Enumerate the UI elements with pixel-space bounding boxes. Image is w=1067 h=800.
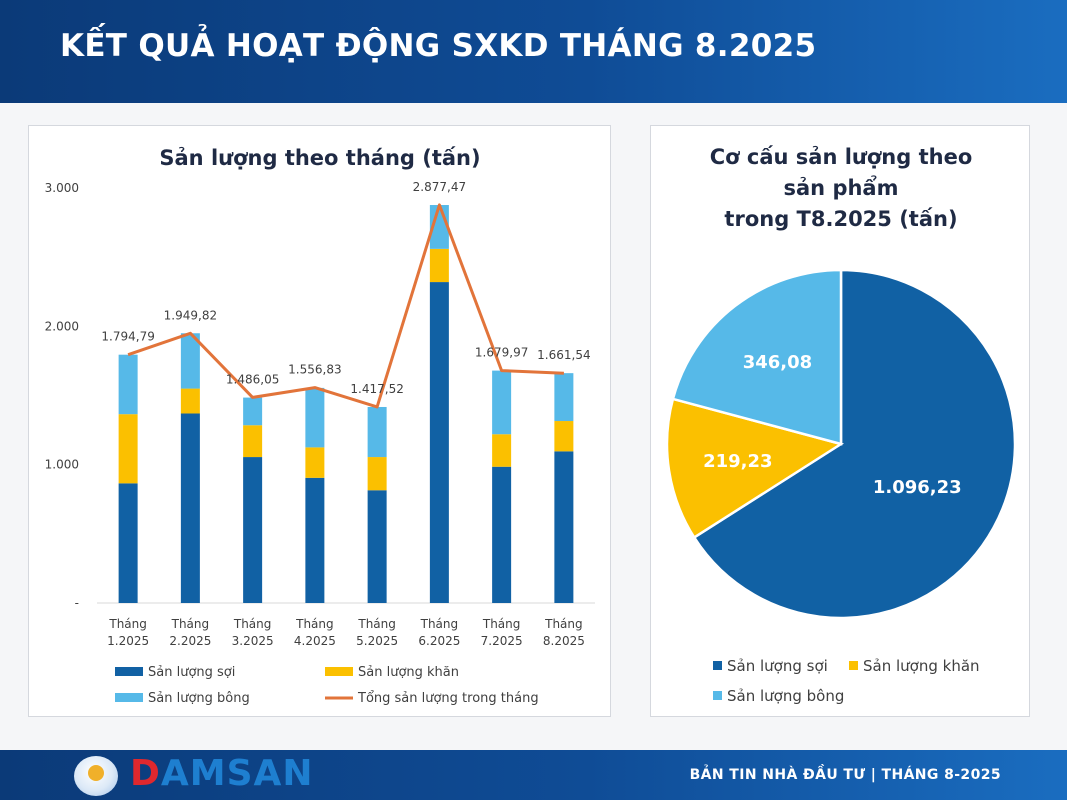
pie-value-label: 1.096,23 [873,477,962,498]
x-tick-label: Tháng [108,617,147,631]
bar-segment [243,457,263,603]
total-data-label: 1.679,97 [475,346,528,360]
legend-label: Sản lượng khăn [358,665,459,680]
legend-swatch [849,661,858,670]
bar-segment [180,333,200,389]
bar-segment [118,483,138,603]
legend-label: Sản lượng bông [148,691,250,706]
legend-swatch [713,691,722,700]
x-tick-label: Tháng [171,617,210,631]
total-data-label: 1.556,83 [288,363,341,377]
bar-segment [554,451,574,603]
total-line [127,203,564,409]
bar-segment [492,434,512,467]
pie-chart: Cơ cấu sản lượng theo sản phẩm trong T8.20… [665,145,1017,705]
pie-chart-title: trong T8.2025 (tấn) [724,207,957,231]
pie-chart-title: sản phẩm [784,175,899,200]
bar-chart: Sản lượng theo tháng (tấn) - 1.000 2.000 3.0… [45,146,595,706]
x-tick-label: 5.2025 [356,634,398,648]
x-tick-label: Tháng [420,617,459,631]
total-data-label: 1.661,54 [537,348,590,362]
footer-caption: BẢN TIN NHÀ ĐẦU TƯ | THÁNG 8-2025 [689,767,1001,783]
bar-segment [180,388,200,414]
total-data-label: 1.417,52 [350,382,403,396]
x-tick-label: Tháng [482,617,521,631]
footer-banner: DAMSAN BẢN TIN NHÀ ĐẦU TƯ | THÁNG 8-2025 [0,750,1067,800]
x-tick-label: 3.2025 [232,634,274,648]
y-tick-label: 2.000 [45,319,79,333]
bar-segment [243,425,263,458]
bar-segment [367,457,387,491]
bar-segment [305,387,325,448]
x-tick-label: 6.2025 [418,634,460,648]
bar-segment [554,421,574,452]
x-tick-label: Tháng [357,617,396,631]
total-data-label: 1.949,82 [164,308,217,322]
page-title: KẾT QUẢ HOẠT ĐỘNG SXKD THÁNG 8.2025 [60,28,817,64]
legend-swatch [713,661,722,670]
legend-label: Sản lượng bông [727,687,844,705]
bar-chart-panel: Sản lượng theo tháng (tấn) - 1.000 2.000 3.0… [28,125,611,717]
pie-slice [692,268,1017,620]
company-logo: DAMSAN [130,753,314,794]
bar-segment [118,354,138,415]
pie-value-label: 346,08 [743,352,812,373]
x-tick-label: 2.2025 [169,634,211,648]
x-tick-label: Tháng [295,617,334,631]
header-banner: KẾT QUẢ HOẠT ĐỘNG SXKD THÁNG 8.2025 [0,0,1067,103]
legend-swatch [115,693,143,702]
x-tick-label: Tháng [544,617,583,631]
bar-segment [305,447,325,478]
bar-segment [180,413,200,603]
x-tick-label: 7.2025 [481,634,523,648]
y-tick-label: 3.000 [45,181,79,195]
bar-segment [367,490,387,603]
total-data-label: 1.486,05 [226,372,279,386]
x-tick-label: 4.2025 [294,634,336,648]
bar-chart-title: Sản lượng theo tháng (tấn) [159,146,480,170]
bar-segment [367,406,387,458]
bar-segment [243,397,263,426]
bar-segment [429,282,449,603]
bar-segment [492,466,512,603]
y-tick-label: 1.000 [45,458,79,472]
x-tick-label: Tháng [233,617,272,631]
pie-chart-panel: Cơ cấu sản lượng theo sản phẩm trong T8.20… [650,125,1030,717]
y-tick-label: - [75,596,79,610]
total-data-label: 2.877,47 [413,180,466,194]
damsan-logo-icon [74,756,118,796]
total-data-label: 1.794,79 [101,330,154,344]
pie-slice [671,268,843,446]
legend-label: Sản lượng sợi [148,665,235,680]
legend-swatch [115,667,143,676]
bar-segment [305,477,325,603]
bar-segment [554,373,574,422]
legend-label: Sản lượng khăn [863,657,980,675]
legend-swatch [325,667,353,676]
pie-value-label: 219,23 [703,451,772,472]
bar-segment [429,248,449,283]
bar-segment [118,414,138,484]
legend-label: Sản lượng sợi [727,657,828,675]
x-tick-label: 1.2025 [107,634,149,648]
bar-segment [492,370,512,435]
pie-chart-title: Cơ cấu sản lượng theo [710,145,973,169]
x-tick-label: 8.2025 [543,634,585,648]
legend-label: Tổng sản lượng trong tháng [357,691,539,706]
